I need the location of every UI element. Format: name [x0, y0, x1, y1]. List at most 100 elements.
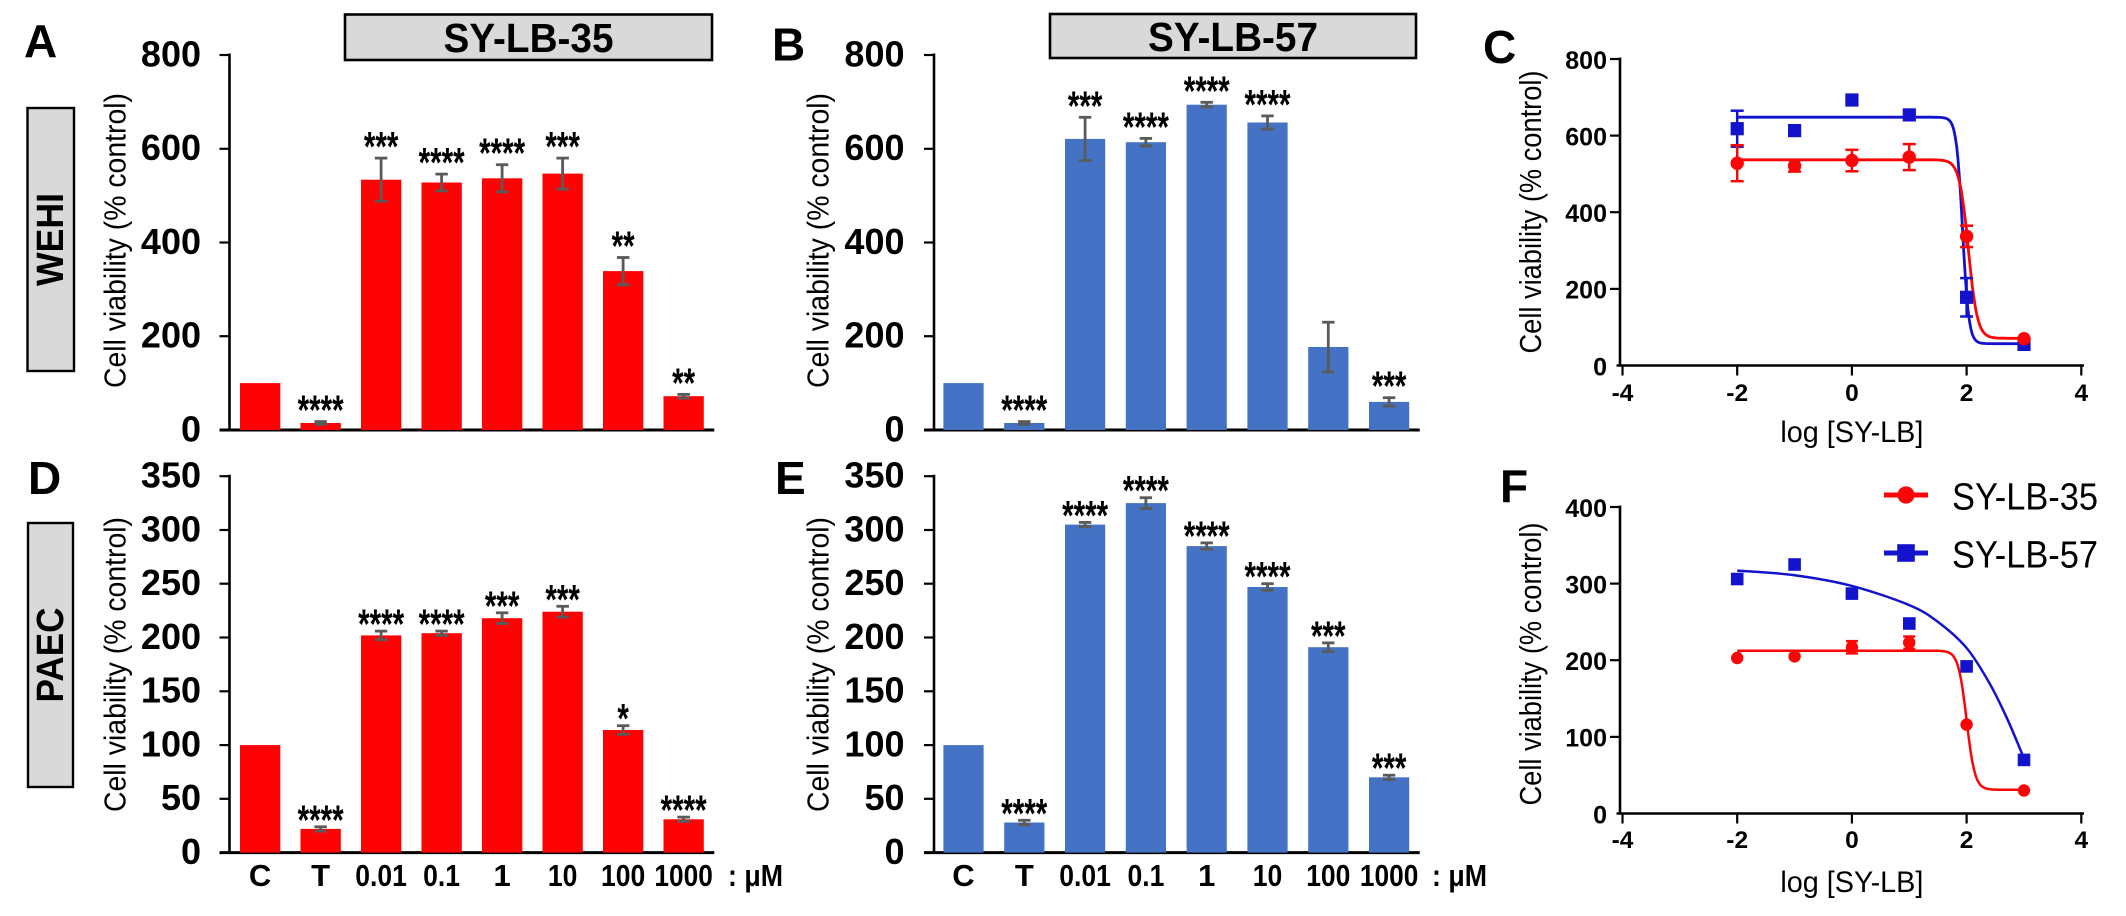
- svg-text:0: 0: [1845, 827, 1859, 854]
- svg-text:100: 100: [141, 723, 201, 764]
- svg-text:250: 250: [844, 562, 904, 603]
- svg-text:**: **: [612, 223, 635, 270]
- svg-text:PAEC: PAEC: [30, 608, 72, 703]
- svg-text:log [SY-LB]: log [SY-LB]: [1780, 866, 1923, 899]
- svg-text:****: ****: [358, 601, 404, 648]
- svg-text:****: ****: [1245, 81, 1291, 128]
- svg-text:600: 600: [1565, 123, 1607, 151]
- svg-text:1000: 1000: [654, 858, 712, 893]
- svg-text:150: 150: [141, 670, 201, 711]
- svg-text:***: ***: [1372, 363, 1407, 410]
- svg-text:0.01: 0.01: [355, 858, 407, 893]
- svg-text:****: ****: [479, 130, 525, 177]
- svg-text:300: 300: [844, 508, 904, 549]
- svg-text:50: 50: [864, 777, 904, 818]
- svg-text:10: 10: [1253, 858, 1283, 893]
- svg-text:****: ****: [1062, 492, 1108, 539]
- svg-text:****: ****: [1184, 67, 1230, 114]
- svg-text:***: ***: [1311, 612, 1346, 659]
- svg-text:600: 600: [141, 127, 201, 168]
- svg-text:0.1: 0.1: [1127, 858, 1164, 893]
- svg-text:800: 800: [1565, 47, 1607, 75]
- svg-text:***: ***: [545, 576, 580, 623]
- svg-text:E: E: [775, 452, 806, 504]
- svg-text:****: ****: [1001, 387, 1047, 434]
- svg-text:: μM: : μM: [728, 858, 783, 893]
- svg-text:100: 100: [844, 723, 904, 764]
- svg-text:****: ****: [1123, 467, 1169, 514]
- svg-text:1: 1: [493, 858, 510, 893]
- svg-text:800: 800: [141, 33, 201, 74]
- svg-text:1000: 1000: [1360, 858, 1418, 893]
- svg-text:200: 200: [1565, 648, 1607, 676]
- svg-text:***: ***: [364, 123, 399, 170]
- svg-text:0: 0: [1593, 353, 1607, 381]
- svg-text:*: *: [617, 695, 629, 742]
- svg-text:-4: -4: [1612, 827, 1634, 854]
- svg-text:10: 10: [548, 858, 578, 893]
- svg-text:F: F: [1500, 460, 1528, 512]
- svg-text:SY-LB-35: SY-LB-35: [444, 15, 614, 61]
- svg-text:A: A: [24, 15, 57, 67]
- svg-text:****: ****: [298, 387, 344, 434]
- svg-text:****: ****: [298, 796, 344, 843]
- svg-text:WEHI: WEHI: [30, 193, 72, 286]
- svg-text:0.01: 0.01: [1059, 858, 1111, 893]
- svg-text:T: T: [1015, 858, 1034, 893]
- svg-text:400: 400: [1565, 200, 1607, 228]
- svg-text:350: 350: [141, 455, 201, 496]
- svg-text:300: 300: [1565, 571, 1607, 599]
- svg-text:SY-LB-57: SY-LB-57: [1952, 535, 2098, 577]
- svg-text:4: 4: [2074, 827, 2088, 854]
- svg-text:200: 200: [141, 616, 201, 657]
- svg-text:400: 400: [1565, 495, 1607, 523]
- svg-text:200: 200: [844, 616, 904, 657]
- svg-text:100: 100: [601, 858, 645, 893]
- svg-text:50: 50: [161, 777, 201, 818]
- svg-text:0: 0: [1593, 801, 1607, 829]
- svg-text:***: ***: [485, 582, 520, 629]
- svg-text:D: D: [28, 452, 61, 504]
- svg-text:****: ****: [1123, 103, 1169, 150]
- svg-text:: μM: : μM: [1432, 858, 1487, 893]
- svg-text:0: 0: [884, 831, 904, 872]
- svg-text:***: ***: [1068, 82, 1103, 129]
- svg-text:Cell viability (% control): Cell viability (% control): [800, 93, 835, 388]
- svg-text:4: 4: [2074, 380, 2088, 407]
- svg-text:300: 300: [141, 508, 201, 549]
- svg-text:***: ***: [545, 123, 580, 170]
- svg-text:B: B: [772, 19, 805, 71]
- svg-text:0: 0: [181, 831, 201, 872]
- svg-text:200: 200: [1565, 277, 1607, 305]
- svg-text:****: ****: [1245, 553, 1291, 600]
- svg-text:1: 1: [1198, 858, 1215, 893]
- svg-text:Cell viability (% control): Cell viability (% control): [98, 517, 133, 812]
- svg-text:****: ****: [1184, 512, 1230, 559]
- svg-text:***: ***: [1372, 745, 1407, 792]
- svg-text:C: C: [1483, 21, 1516, 73]
- svg-text:C: C: [952, 858, 974, 893]
- svg-text:Cell viability (% control): Cell viability (% control): [1513, 71, 1548, 354]
- svg-text:T: T: [311, 858, 330, 893]
- svg-text:250: 250: [141, 562, 201, 603]
- svg-text:100: 100: [1565, 725, 1607, 753]
- svg-text:400: 400: [844, 221, 904, 262]
- svg-text:150: 150: [844, 670, 904, 711]
- svg-text:log [SY-LB]: log [SY-LB]: [1780, 416, 1923, 449]
- svg-text:Cell viability (% control): Cell viability (% control): [800, 517, 835, 812]
- svg-text:0: 0: [181, 408, 201, 449]
- svg-text:200: 200: [844, 315, 904, 356]
- svg-text:**: **: [672, 359, 695, 406]
- svg-text:0: 0: [1845, 380, 1859, 407]
- svg-text:200: 200: [141, 315, 201, 356]
- svg-text:Cell viability (% control): Cell viability (% control): [98, 93, 133, 388]
- svg-text:2: 2: [1960, 380, 1974, 407]
- svg-text:0: 0: [884, 408, 904, 449]
- svg-text:-2: -2: [1726, 380, 1748, 407]
- svg-text:2: 2: [1960, 827, 1974, 854]
- svg-text:600: 600: [844, 127, 904, 168]
- svg-text:Cell viability (% control): Cell viability (% control): [1513, 523, 1548, 806]
- svg-text:0.1: 0.1: [423, 858, 460, 893]
- svg-text:****: ****: [419, 601, 465, 648]
- svg-text:100: 100: [1306, 858, 1350, 893]
